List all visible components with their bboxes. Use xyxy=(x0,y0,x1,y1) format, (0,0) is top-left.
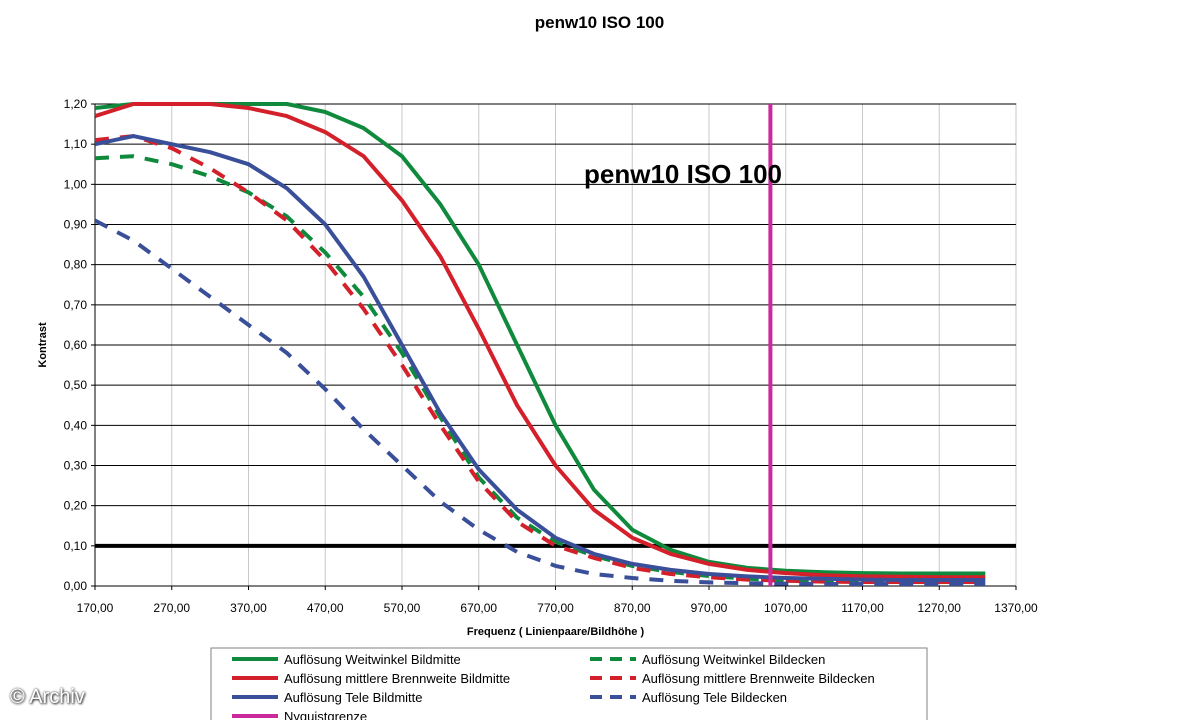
y-tick-label: 0,50 xyxy=(64,378,88,392)
x-tick-label: 670,00 xyxy=(460,601,497,615)
y-tick-label: 0,90 xyxy=(64,218,88,232)
x-tick-label: 1070,00 xyxy=(764,601,808,615)
x-tick-label: 470,00 xyxy=(307,601,344,615)
x-tick-label: 1370,00 xyxy=(994,601,1038,615)
series-line-2 xyxy=(95,102,986,580)
x-tick-label: 170,00 xyxy=(77,601,114,615)
y-tick-label: 0,10 xyxy=(64,539,88,553)
x-tick-label: 870,00 xyxy=(614,601,651,615)
series-line-4 xyxy=(95,134,986,582)
y-tick-label: 0,20 xyxy=(64,499,88,513)
x-tick-label: 270,00 xyxy=(153,601,190,615)
watermark: © Archiv xyxy=(10,686,85,708)
legend-label: Auflösung mittlere Brennweite Bildecken xyxy=(642,671,875,686)
y-tick-label: 1,00 xyxy=(64,177,88,191)
series-line-0 xyxy=(95,102,986,576)
legend-label: Auflösung mittlere Brennweite Bildmitte xyxy=(284,671,510,686)
legend-label: Auflösung Tele Bildmitte xyxy=(284,690,423,705)
x-axis-label: Frequenz ( Linienpaare/Bildhöhe ) xyxy=(467,626,645,638)
legend-label: Auflösung Weitwinkel Bildecken xyxy=(642,652,825,667)
legend-label: Auflösung Weitwinkel Bildmitte xyxy=(284,652,461,667)
y-tick-label: 0,30 xyxy=(64,459,88,473)
x-tick-label: 570,00 xyxy=(384,601,421,615)
legend-box xyxy=(210,647,928,720)
y-tick-label: 0,00 xyxy=(64,579,88,593)
y-axis-label: Kontrast xyxy=(37,322,49,368)
series-line-5 xyxy=(95,218,986,586)
plot-annotation: penw10 ISO 100 xyxy=(584,159,782,189)
x-tick-label: 770,00 xyxy=(537,601,574,615)
x-tick-label: 1270,00 xyxy=(918,601,962,615)
x-tick-label: 370,00 xyxy=(230,601,267,615)
x-tick-label: 970,00 xyxy=(691,601,728,615)
y-tick-label: 1,20 xyxy=(64,97,88,111)
y-tick-label: 0,80 xyxy=(64,258,88,272)
legend: Auflösung Weitwinkel Bildmitte Auflösung … xyxy=(210,647,928,720)
legend-label: Nyquistgrenze xyxy=(284,709,367,720)
legend-label: Auflösung Tele Bildecken xyxy=(642,690,787,705)
y-tick-label: 0,70 xyxy=(64,298,88,312)
x-tick-label: 1170,00 xyxy=(841,601,884,615)
y-tick-label: 0,60 xyxy=(64,338,88,352)
y-tick-label: 0,40 xyxy=(64,418,88,432)
y-tick-label: 1,10 xyxy=(64,137,88,151)
chart-title: penw10 ISO 100 xyxy=(534,13,665,32)
series-line-3 xyxy=(95,134,986,584)
